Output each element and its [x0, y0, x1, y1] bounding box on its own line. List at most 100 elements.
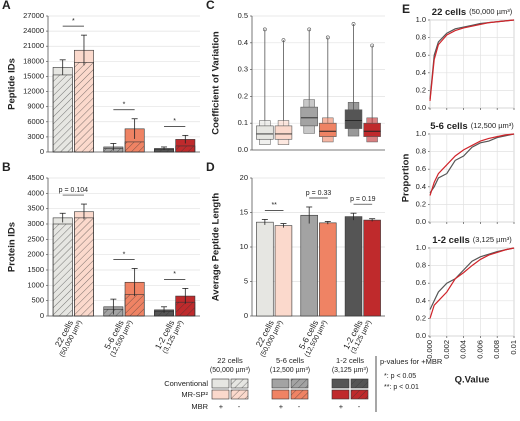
y-tick-label: 1.0	[416, 15, 426, 24]
legend-group: 1-2 cells	[336, 356, 364, 365]
y-tick-label: 0.4	[416, 182, 426, 191]
outlier	[307, 27, 312, 32]
legend-sign: +	[219, 402, 224, 411]
y-axis-label: Protein IDs	[7, 222, 18, 272]
significance-label: p = 0.33	[306, 190, 332, 197]
significance-label: *	[123, 102, 126, 109]
significance-label: *	[173, 271, 176, 278]
legend-group-sub: (50,000 µm³)	[210, 367, 250, 374]
y-tick-label: 9000	[27, 102, 44, 111]
box	[319, 122, 337, 137]
legend-note: *: p < 0.05	[384, 373, 416, 380]
box	[300, 106, 318, 127]
box	[256, 125, 274, 140]
bar	[300, 214, 318, 317]
legend-swatch	[331, 378, 350, 389]
legend-hatch	[351, 379, 368, 388]
y-tick-label: 0	[40, 147, 44, 156]
title-sub: (12,500 µm³)	[471, 121, 515, 130]
legend-hatch	[351, 390, 368, 399]
box	[363, 122, 381, 137]
y-tick-label: 0.6	[416, 278, 426, 287]
outlier	[351, 22, 356, 26]
y-tick-label: 0.2	[416, 85, 426, 94]
y-tick-label: 0.6	[416, 50, 426, 59]
ecdf-line	[429, 247, 515, 319]
y-tick-label: 24000	[23, 26, 44, 35]
bar	[344, 216, 363, 317]
ecdf-line	[429, 133, 515, 196]
y-tick-label: 3000	[27, 219, 44, 228]
title-main: 5-6 cells	[430, 121, 468, 132]
bar	[274, 225, 293, 317]
y-tick-label: 5	[244, 276, 248, 285]
legend-sign: +	[339, 402, 344, 411]
y-tick-label: 2000	[27, 250, 44, 259]
y-tick-label: 0.2	[416, 313, 426, 322]
y-tick-label: 4500	[27, 173, 44, 182]
legend-hatch	[231, 390, 248, 399]
outlier	[281, 38, 286, 43]
y-tick-label: 0.2	[238, 91, 248, 100]
y-tick-label: 1500	[27, 265, 44, 274]
y-tick-label: 0.8	[416, 261, 426, 270]
y-tick-label: 0.0	[238, 145, 248, 154]
bar-without-mbr	[74, 217, 94, 317]
y-axis-label: Coefficient of Variation	[211, 31, 222, 135]
significance-label: *	[72, 18, 75, 25]
significance-label: **	[271, 202, 277, 209]
bar-without-mbr	[52, 223, 73, 317]
y-tick-label: 18000	[23, 56, 44, 65]
panel-letter: C	[206, 0, 215, 12]
y-axis-label: Peptide IDs	[7, 58, 18, 110]
y-tick-label: 0.4	[416, 296, 426, 305]
bar-without-mbr	[124, 141, 145, 153]
bar	[319, 222, 337, 317]
box	[344, 109, 363, 129]
ecdf-line	[429, 19, 515, 102]
title-sub: (3,125 µm³)	[473, 235, 512, 244]
y-tick-label: 15000	[23, 71, 44, 80]
legend-swatch	[211, 378, 230, 389]
bar-without-mbr	[124, 294, 145, 317]
y-tick-label: 3500	[27, 204, 44, 213]
significance-label: p = 0.19	[350, 196, 376, 203]
box	[274, 125, 293, 140]
y-tick-label: 21000	[23, 41, 44, 50]
y-axis-label: Proportion	[401, 154, 412, 203]
legend-sign: +	[279, 402, 284, 411]
y-tick-label: 0.8	[416, 33, 426, 42]
y-tick-label: 0.0	[416, 217, 426, 226]
significance-label: *	[123, 251, 126, 258]
legend-swatch	[271, 389, 290, 400]
y-tick-label: 0	[244, 311, 248, 320]
legend-swatch	[331, 389, 350, 400]
bar-without-mbr	[52, 74, 73, 153]
significance-label: p = 0.104	[59, 187, 88, 194]
outlier	[262, 27, 267, 32]
legend-hatch	[231, 379, 248, 388]
plot-frame	[429, 247, 515, 337]
legend-note-title: p-values for +MBR	[380, 357, 443, 366]
y-axis-label: Average Peptide Length	[211, 193, 222, 302]
x-tick-label: 0.006	[475, 340, 484, 359]
plot-frame	[429, 19, 515, 109]
y-tick-label: 0.3	[238, 65, 248, 74]
title-main: 1-2 cells	[432, 235, 470, 246]
y-tick-label: 6000	[27, 117, 44, 126]
y-tick-label: 0.1	[238, 118, 248, 127]
bar	[256, 221, 274, 317]
x-tick-label: 0.008	[492, 340, 501, 359]
legend-mbr: MBR	[191, 402, 208, 411]
title-sub: (50,000 µm³)	[469, 7, 513, 16]
y-tick-label: 20	[240, 173, 248, 182]
bar-without-mbr	[175, 301, 196, 317]
y-tick-label: 0.6	[416, 164, 426, 173]
plot-frame	[429, 133, 515, 223]
legend-swatch	[211, 389, 230, 400]
legend-sign: -	[238, 402, 241, 411]
legend-hatch	[291, 379, 308, 388]
x-tick-label: 0.004	[459, 340, 468, 359]
y-tick-label: 0.4	[238, 38, 248, 47]
x-tick-label: 0.002	[442, 340, 451, 359]
